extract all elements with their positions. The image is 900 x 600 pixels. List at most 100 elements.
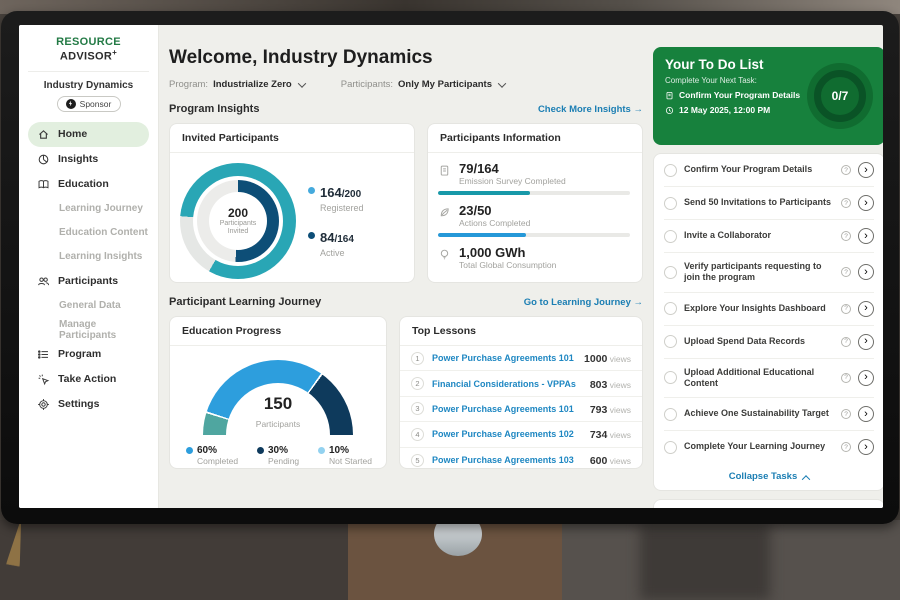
card-title: Participants Information xyxy=(428,124,642,153)
go-to-learning-journey-link[interactable]: Go to Learning Journey → xyxy=(524,297,643,308)
legend-pct: 60% xyxy=(197,445,218,456)
sidebar-item-insights[interactable]: Insights xyxy=(28,147,149,172)
task-checkbox[interactable] xyxy=(664,163,677,177)
sidebar-item-home[interactable]: Home xyxy=(28,121,149,147)
sidebar-item-participants[interactable]: Participants xyxy=(28,269,149,294)
gauge-legend: 60% Completed 30% Pending xyxy=(170,435,386,466)
lesson-link[interactable]: Power Purchase Agreements 103 xyxy=(432,455,574,466)
task-row: Complete Your Learning Journey ? › xyxy=(664,431,874,463)
collapse-tasks-link[interactable]: Collapse Tasks xyxy=(664,463,874,490)
task-row: Confirm Your Program Details ? › xyxy=(664,154,874,187)
task-checkbox[interactable] xyxy=(664,229,677,243)
sponsor-badge[interactable]: Sponsor xyxy=(56,95,121,112)
task-row: Achieve One Sustainability Target ? › xyxy=(664,398,874,431)
task-checkbox[interactable] xyxy=(664,335,677,348)
task-go-button[interactable]: › xyxy=(858,162,874,178)
legend-dot xyxy=(308,187,315,194)
todo-title: Your To Do List xyxy=(665,57,764,72)
invited-participants-body: 200 Participants Invited 164/200 Registe… xyxy=(170,153,414,282)
help-icon[interactable]: ? xyxy=(841,231,851,241)
task-checkbox[interactable] xyxy=(664,302,677,315)
lesson-views: 803 xyxy=(589,378,608,391)
sidebar-item-program[interactable]: Program xyxy=(28,342,149,367)
help-icon[interactable]: ? xyxy=(841,442,851,452)
task-go-button[interactable]: › xyxy=(858,333,874,350)
lesson-link[interactable]: Power Purchase Agreements 102 xyxy=(432,429,574,440)
program-filter[interactable]: Program: Industrialize Zero xyxy=(169,78,306,90)
task-row: Send 50 Invitations to Participants ? › xyxy=(664,187,874,220)
task-go-button[interactable]: › xyxy=(858,369,874,386)
lesson-link[interactable]: Financial Considerations - VPPAs xyxy=(432,378,576,389)
invited-participants-donut-chart: 200 Participants Invited xyxy=(180,163,296,279)
legend-label: Not Started xyxy=(329,456,372,466)
task-go-button[interactable]: › xyxy=(858,264,874,281)
lesson-row[interactable]: 4 Power Purchase Agreements 102 734 view… xyxy=(400,422,642,448)
sidebar-item-take-action[interactable]: Take Action xyxy=(28,367,149,392)
help-icon[interactable]: ? xyxy=(841,409,851,419)
sidebar-item-label: Learning Journey xyxy=(59,203,143,215)
lesson-link[interactable]: Power Purchase Agreements 101 xyxy=(432,353,574,364)
task-go-button[interactable]: › xyxy=(858,228,874,244)
background-shadow xyxy=(640,524,770,600)
collapse-label: Collapse Tasks xyxy=(728,471,798,482)
metric-emission-survey: 79/164 Emission Survey Completed xyxy=(438,161,630,195)
arrow-right-icon: → xyxy=(633,103,644,115)
participants-filter-value: Only My Participants xyxy=(398,79,492,90)
help-icon[interactable]: ? xyxy=(841,267,851,278)
legend-item-not-started: 10% Not Started xyxy=(318,445,372,466)
sidebar-item-education[interactable]: Education xyxy=(28,172,149,197)
help-icon[interactable]: ? xyxy=(841,372,851,383)
task-row: Verify participants requesting to join t… xyxy=(664,253,874,293)
task-go-button[interactable]: › xyxy=(858,195,874,211)
learning-journey-header: Participant Learning Journey Go to Learn… xyxy=(169,296,643,308)
sidebar-item-learning-journey[interactable]: Learning Journey xyxy=(28,197,149,221)
help-icon[interactable]: ? xyxy=(841,336,851,347)
task-row: Upload Additional Educational Content ? … xyxy=(664,359,874,398)
task-go-button[interactable]: › xyxy=(858,439,874,455)
lesson-rank: 4 xyxy=(411,427,424,441)
task-checkbox[interactable] xyxy=(664,371,677,385)
sidebar-item-manage-participants[interactable]: Manage Participants xyxy=(28,318,149,342)
task-checkbox[interactable] xyxy=(664,196,677,210)
metric-global-consumption: 1,000 GWh Total Global Consumption xyxy=(438,245,630,270)
task-checkbox[interactable] xyxy=(664,407,677,421)
todo-counter: 0/7 xyxy=(831,89,849,103)
main-left-column: Welcome, Industry Dynamics Program: Indu… xyxy=(169,47,643,508)
sidebar-nav: Home Insights Education Learning Journey xyxy=(28,121,149,417)
metric-label: Emission Survey Completed xyxy=(459,176,566,186)
legend-item-active: 84/164 Active xyxy=(308,229,364,258)
gauge-center-label: Participants xyxy=(255,419,301,429)
check-more-insights-link[interactable]: Check More Insights → xyxy=(538,104,643,115)
lesson-link[interactable]: Power Purchase Agreements 101 xyxy=(432,403,574,414)
monitor-bezel: RESOURCE ADVISOR+ Industry Dynamics Spon… xyxy=(1,11,899,524)
sidebar-item-education-content[interactable]: Education Content xyxy=(28,221,149,245)
education-icon xyxy=(38,179,49,189)
help-icon[interactable]: ? xyxy=(841,303,851,314)
lesson-row[interactable]: 5 Power Purchase Agreements 103 600 view… xyxy=(400,448,642,468)
views-suffix: views xyxy=(607,379,631,390)
sponsor-badge-label: Sponsor xyxy=(79,98,112,109)
sidebar-item-learning-insights[interactable]: Learning Insights xyxy=(28,245,149,269)
task-go-button[interactable]: › xyxy=(858,406,874,422)
participants-filter[interactable]: Participants: Only My Participants xyxy=(341,78,507,90)
survey-icon xyxy=(440,165,449,176)
sidebar-item-label: Settings xyxy=(58,398,100,411)
legend-dot xyxy=(308,232,315,239)
task-checkbox[interactable] xyxy=(664,440,677,454)
sidebar-item-settings[interactable]: Settings xyxy=(28,392,149,417)
lesson-row[interactable]: 1 Power Purchase Agreements 101 1000 vie… xyxy=(400,346,642,372)
card-title: Invited Participants xyxy=(170,124,414,153)
insights-icon xyxy=(38,154,49,164)
program-filter-value: Industrialize Zero xyxy=(213,79,292,90)
metric-label: Actions Completed xyxy=(459,218,531,228)
filters-row: Program: Industrialize Zero Participants… xyxy=(169,78,643,90)
help-icon[interactable]: ? xyxy=(841,165,851,175)
recent-news-card: Recent News xyxy=(653,499,883,508)
sidebar-item-general-data[interactable]: General Data xyxy=(28,294,149,318)
help-icon[interactable]: ? xyxy=(841,198,851,208)
lesson-row[interactable]: 2 Financial Considerations - VPPAs 803 v… xyxy=(400,371,642,397)
task-go-button[interactable]: › xyxy=(858,300,874,317)
progress-bar xyxy=(438,191,630,195)
task-checkbox[interactable] xyxy=(664,265,677,279)
lesson-row[interactable]: 3 Power Purchase Agreements 101 793 view… xyxy=(400,397,642,423)
